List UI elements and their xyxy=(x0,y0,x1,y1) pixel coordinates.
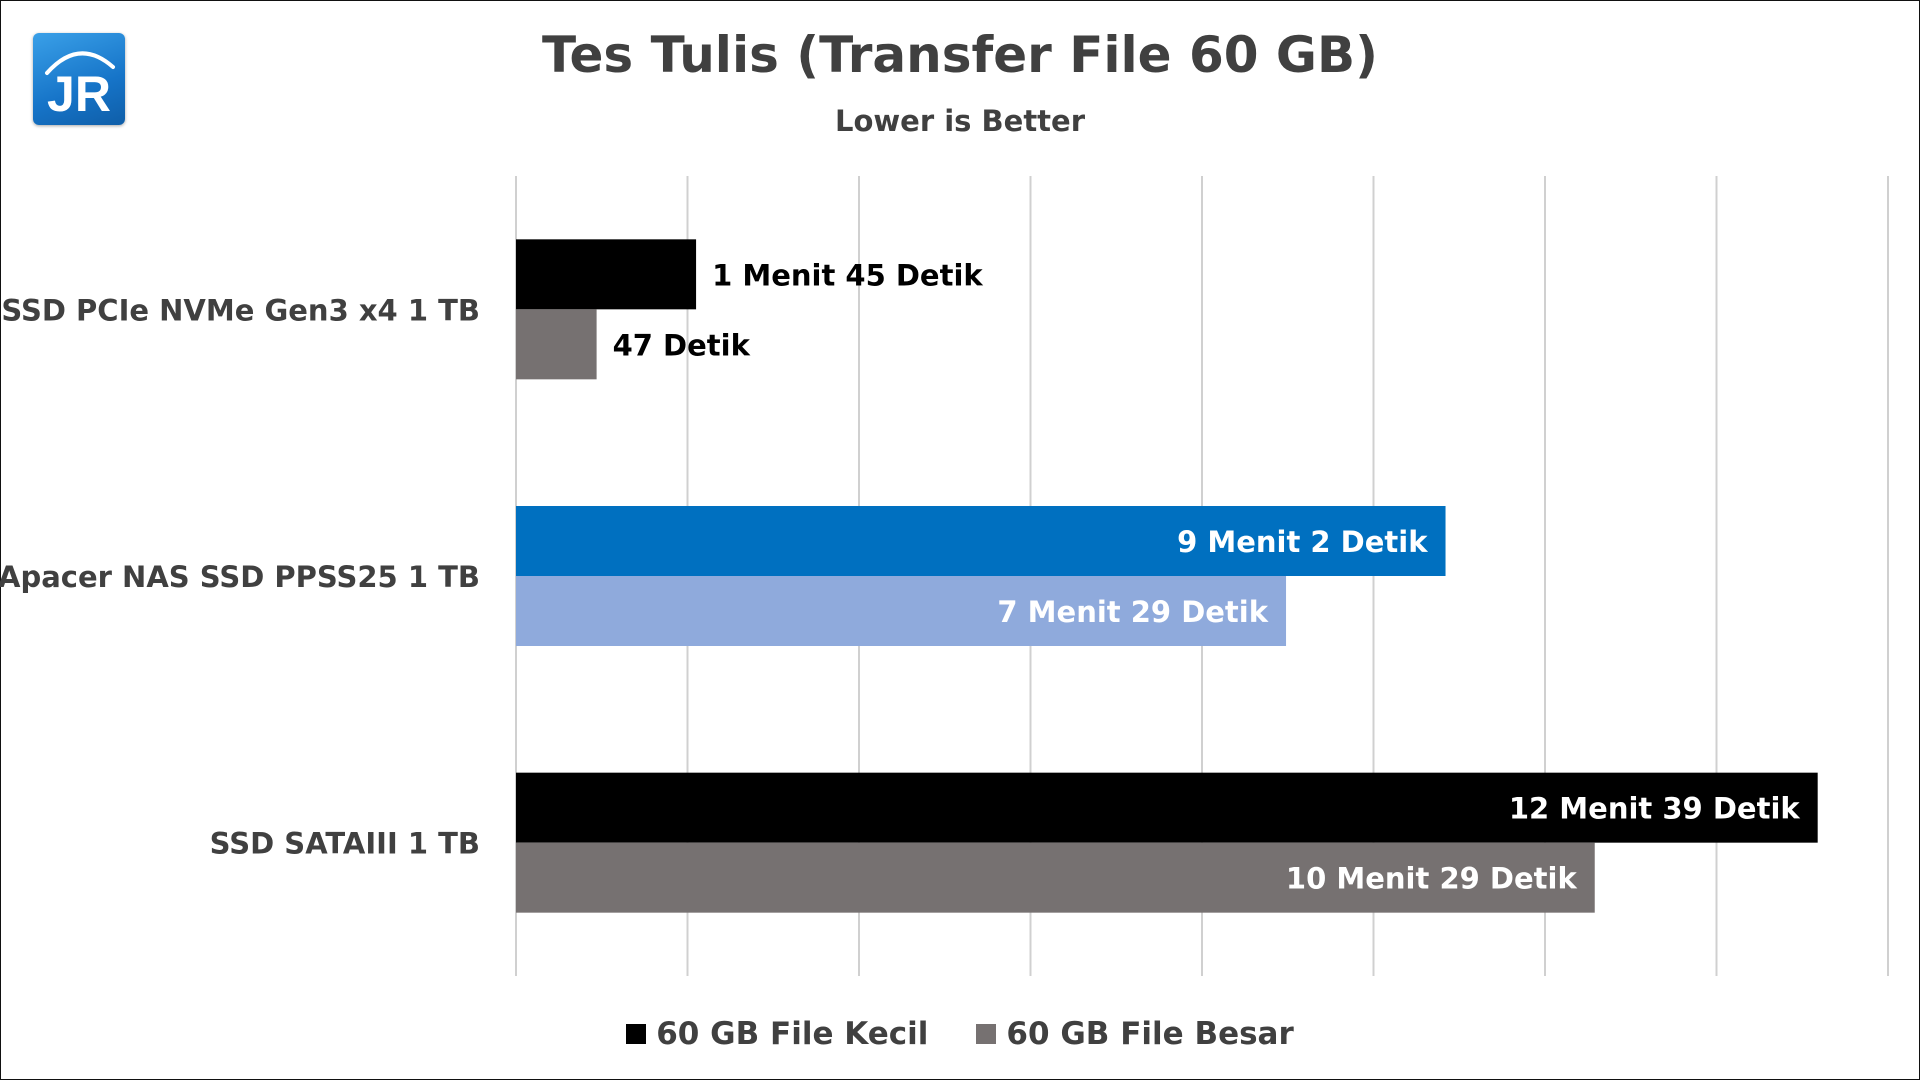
data-label: 7 Menit 29 Detik xyxy=(997,595,1268,629)
legend-label-besar: 60 GB File Besar xyxy=(1006,1016,1294,1052)
bar xyxy=(516,772,1818,843)
logo-mark: JR xyxy=(45,51,115,122)
bar xyxy=(516,309,597,380)
legend-swatch-kecil xyxy=(626,1024,647,1044)
legend-swatch-besar xyxy=(976,1024,997,1044)
chart-subtitle: Lower is Better xyxy=(834,104,1086,138)
category-label: SSD SATAIII 1 TB xyxy=(210,827,480,861)
legend-label-kecil: 60 GB File Kecil xyxy=(656,1016,929,1052)
legend-item-besar: 60 GB File Besar xyxy=(976,1016,1294,1052)
logo-text: JR xyxy=(47,66,111,122)
bar xyxy=(516,506,1446,576)
chart-legend: 60 GB File Kecil 60 GB File Besar xyxy=(0,1016,1920,1052)
data-label: 12 Menit 39 Detik xyxy=(1509,792,1801,826)
category-label: Apacer NAS SSD PPSS25 1 TB xyxy=(0,560,480,594)
jr-logo: JR xyxy=(33,33,125,125)
data-label: 10 Menit 29 Detik xyxy=(1286,862,1578,896)
category-label: SSD PCIe NVMe Gen3 x4 1 TB xyxy=(1,293,480,327)
bar xyxy=(516,842,1595,913)
data-label: 47 Detik xyxy=(613,328,751,362)
data-label: 1 Menit 45 Detik xyxy=(712,258,983,292)
legend-item-kecil: 60 GB File Kecil xyxy=(626,1016,928,1052)
data-label: 9 Menit 2 Detik xyxy=(1177,525,1428,559)
bar xyxy=(516,239,697,310)
bar-chart: SSD PCIe NVMe Gen3 x4 1 TB 1 Menit 45 Det… xyxy=(0,176,1889,976)
bar xyxy=(516,576,1287,646)
chart-title: Tes Tulis (Transfer File 60 GB) xyxy=(542,26,1378,84)
